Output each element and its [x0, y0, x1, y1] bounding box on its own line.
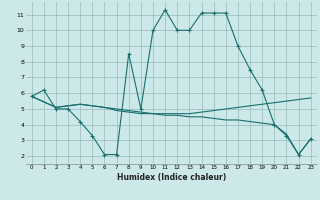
X-axis label: Humidex (Indice chaleur): Humidex (Indice chaleur) [116, 173, 226, 182]
